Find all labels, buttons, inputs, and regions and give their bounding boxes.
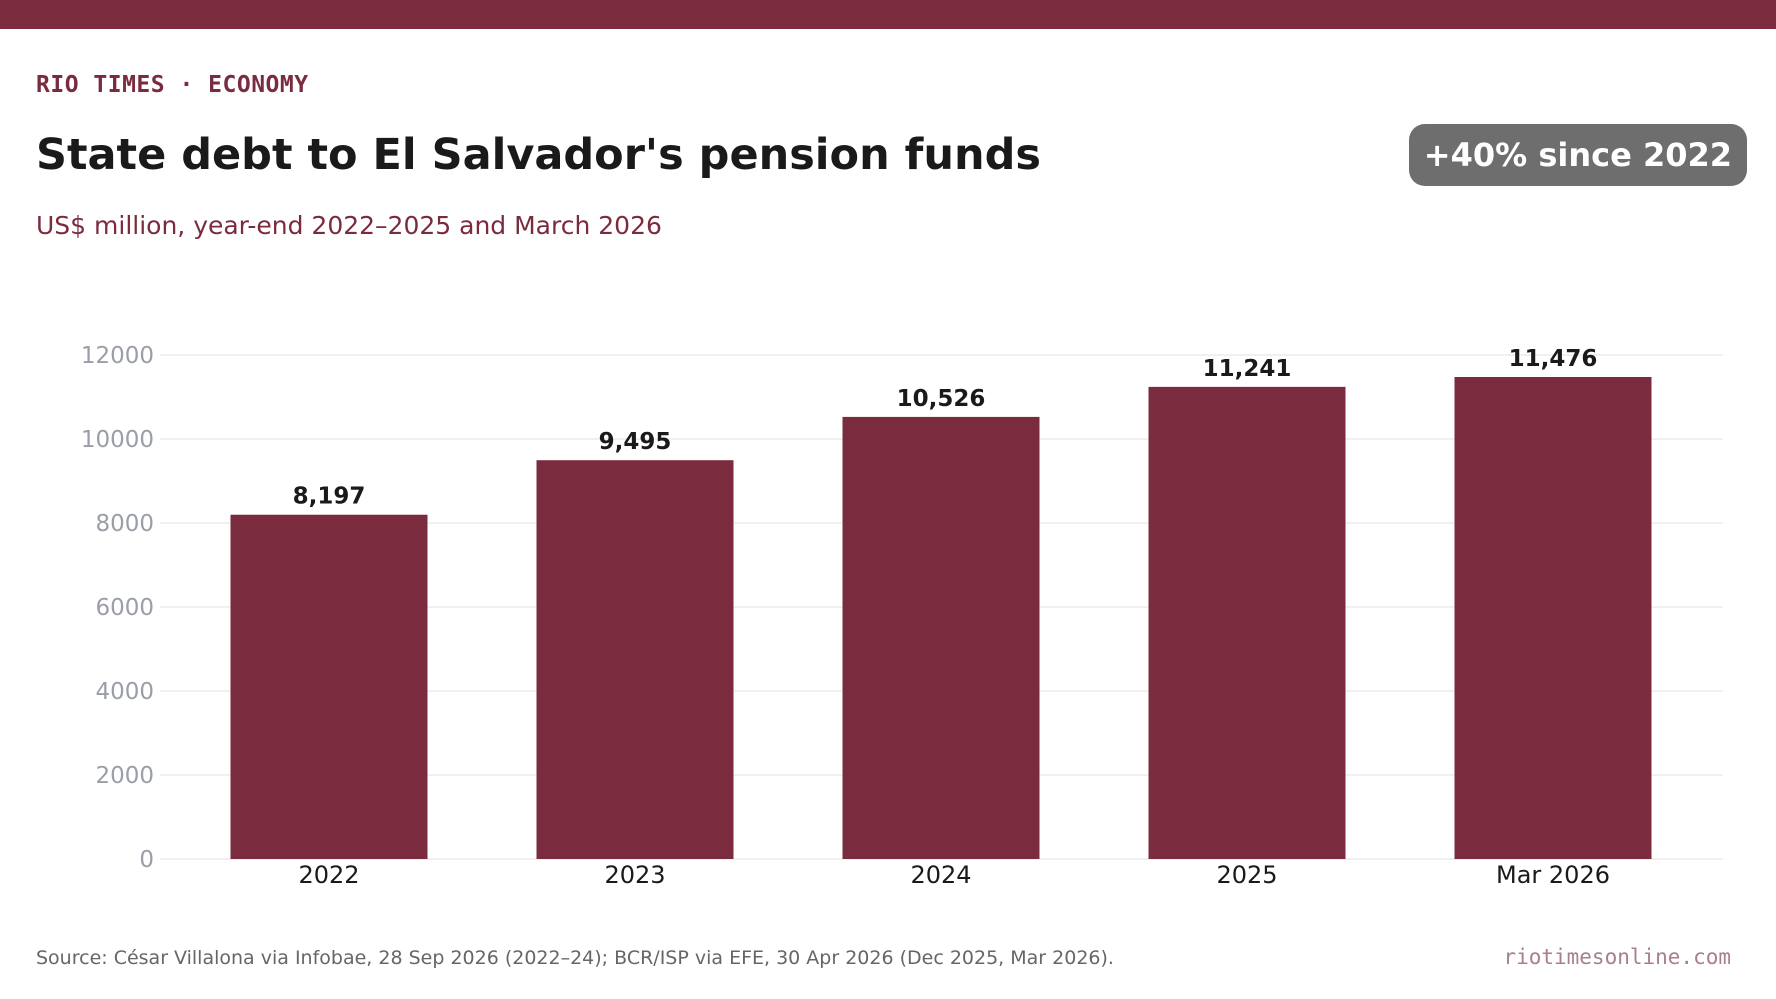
y-tick-label: 12000: [81, 343, 154, 369]
bar-value-label: 10,526: [897, 386, 986, 412]
x-tick-label: 2022: [298, 861, 359, 889]
bar-value-label: 11,476: [1509, 346, 1598, 372]
bar-value-label: 11,241: [1203, 356, 1292, 382]
y-tick-label: 10000: [81, 427, 154, 453]
section-kicker: RIO TIMES · ECONOMY: [36, 72, 309, 98]
bar: [230, 514, 428, 859]
y-tick-label: 2000: [95, 763, 154, 789]
bar: [842, 416, 1040, 859]
chart-subtitle: US$ million, year-end 2022–2025 and Marc…: [36, 211, 662, 240]
y-axis-ticks: 0 2000 4000 6000 8000 10000 12000: [81, 343, 154, 873]
bars: [230, 377, 1652, 859]
x-tick-label: 2023: [604, 861, 665, 889]
bar: [1148, 386, 1346, 859]
y-tick-label: 6000: [95, 595, 154, 621]
bar: [536, 460, 734, 859]
x-tick-label: 2025: [1216, 861, 1277, 889]
bar-value-label: 8,197: [293, 484, 366, 510]
y-tick-label: 8000: [95, 511, 154, 537]
bar-value-label: 9,495: [599, 429, 672, 455]
growth-badge: +40% since 2022: [1408, 124, 1747, 186]
bar-chart: 0 2000 4000 6000 8000 10000 12000 8,197 9,495 10…: [81, 343, 1723, 889]
x-tick-label: Mar 2026: [1496, 861, 1610, 889]
value-labels: 8,197 9,495 10,526 11,241 11,476: [293, 346, 1598, 510]
x-axis-ticks: 2022 2023 2024 2025 Mar 2026: [298, 861, 1610, 889]
site-url: riotimesonline.com: [1503, 945, 1731, 969]
chart-title: State debt to El Salvador's pension fund…: [36, 130, 1041, 180]
y-tick-label: 0: [139, 847, 154, 873]
top-accent-bar: [0, 0, 1776, 29]
source-note: Source: César Villalona via Infobae, 28 …: [36, 947, 1114, 969]
bar: [1454, 377, 1652, 859]
y-tick-label: 4000: [95, 679, 154, 705]
x-tick-label: 2024: [910, 861, 971, 889]
